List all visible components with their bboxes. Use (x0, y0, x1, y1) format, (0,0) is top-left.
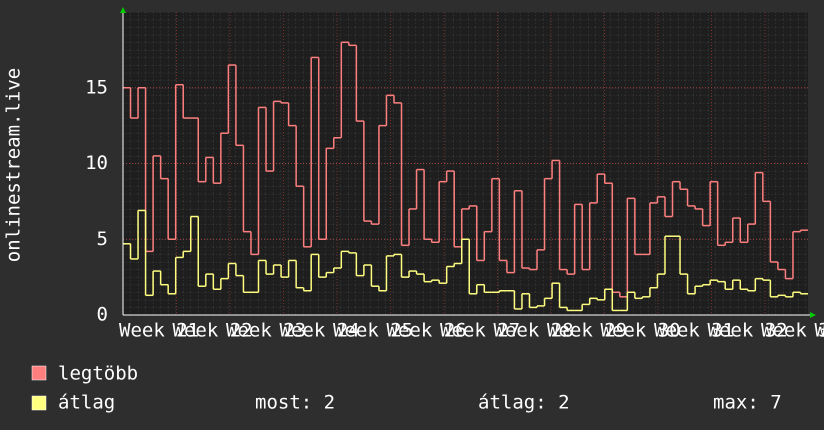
x-tick-label: Week 23 (226, 320, 306, 342)
y-tick-label: 0 (97, 304, 108, 326)
x-tick-label: Week 33 (761, 320, 824, 342)
y-arrow (120, 7, 126, 13)
x-tick-label: Week 29 (547, 320, 627, 342)
x-tick-label: Week 32 (708, 320, 788, 342)
x-tick-label: Week 21 (119, 320, 199, 342)
legend-swatch (31, 395, 47, 411)
stat: most: 2 (255, 392, 335, 414)
y-tick-label: 15 (85, 76, 108, 98)
stat: átlag: 2 (478, 392, 570, 414)
x-tick-label: Week 22 (173, 320, 253, 342)
x-tick-label: Week 34 (815, 320, 824, 342)
x-tick-label: Week 28 (494, 320, 574, 342)
x-tick-label: Week 25 (333, 320, 413, 342)
x-tick-label: Week 30 (601, 320, 681, 342)
legend-label: átlag (58, 392, 115, 414)
stat: max: 7 (713, 392, 782, 414)
x-tick-label: Week 24 (280, 320, 360, 342)
y-tick-label: 5 (97, 228, 108, 250)
legend-swatch (31, 365, 47, 381)
x-tick-label: Week 27 (440, 320, 520, 342)
x-tick-label: Week 26 (387, 320, 467, 342)
x-tick-label: Week 31 (654, 320, 734, 342)
y-axis-label: onlinestream.live (3, 68, 25, 262)
legend-label: legtöbb (58, 363, 138, 385)
x-arrow (810, 312, 816, 318)
y-tick-label: 10 (85, 152, 108, 174)
